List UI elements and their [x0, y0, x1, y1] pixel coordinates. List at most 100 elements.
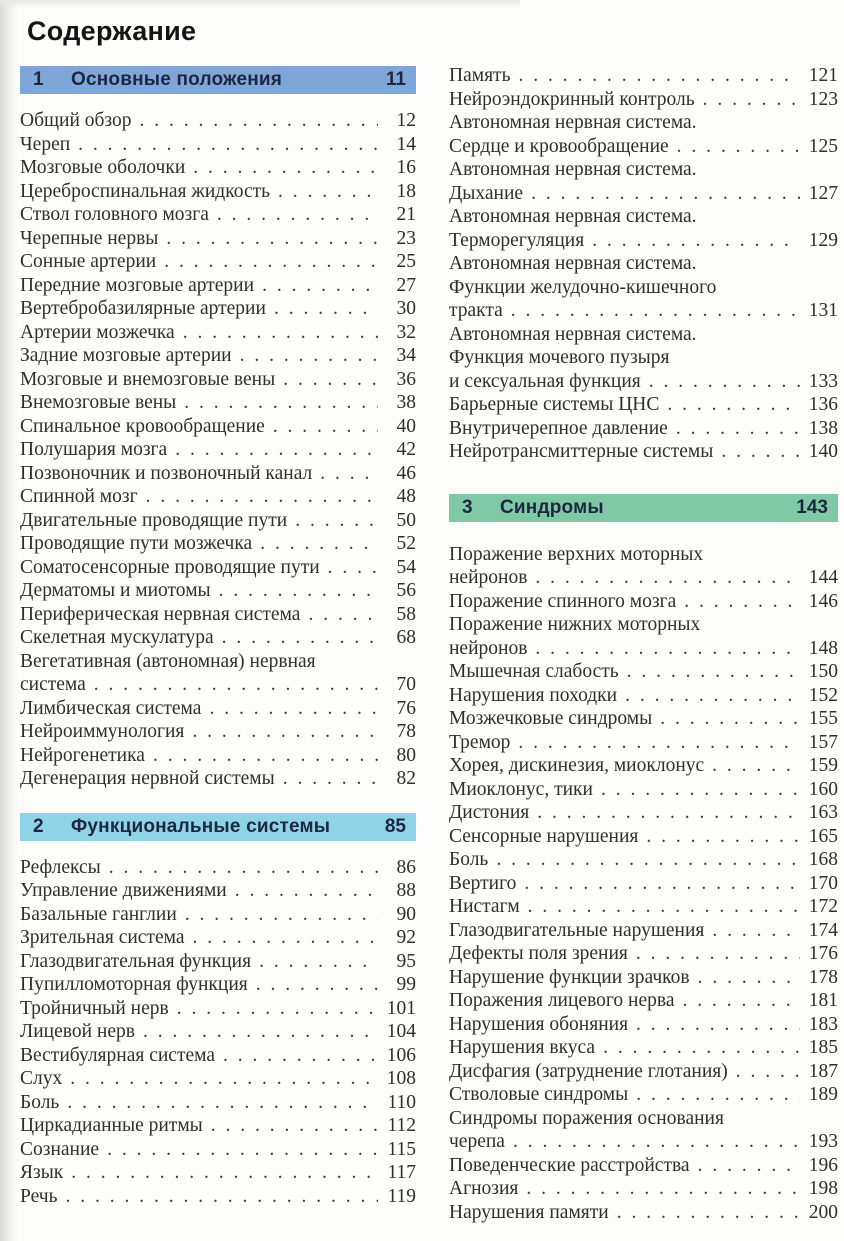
- entry-title: Дерматомы и миотомы: [20, 580, 211, 601]
- entry-last-line: Вертиго . . . . . . . . . . . . . . . . .…: [449, 872, 838, 896]
- toc-entry: Спинной мозг . . . . . . . . . . . . . . …: [20, 485, 416, 509]
- entry-title: Барьерные системы ЦНС: [449, 394, 660, 415]
- entry-title: Общий обзор: [20, 110, 132, 131]
- dot-leader: . . . . . . . . . . . . . . . . . . . . …: [93, 674, 378, 695]
- dot-leader: . . . . . . . . . . . . . . . . . . . . …: [616, 1201, 800, 1223]
- entry-title: Язык: [20, 1162, 64, 1183]
- entry-last-line: Спинной мозг . . . . . . . . . . . . . . …: [20, 485, 416, 509]
- toc-right-column: Память . . . . . . . . . . . . . . . . . …: [449, 64, 838, 1224]
- dot-leader: . . . . . . . . . . . . . . . . . . . . …: [518, 731, 800, 753]
- toc-entry: Тремор . . . . . . . . . . . . . . . . . …: [449, 731, 838, 755]
- dot-leader: . . . . . . . . . . . . . . . . . . . . …: [221, 627, 378, 648]
- entry-title: Нистагм: [449, 896, 520, 917]
- dot-leader: . . . . . . . . . . . . . . . . . . . . …: [320, 462, 378, 484]
- entry-title: Мышечная слабость: [449, 661, 619, 682]
- entry-last-line: Дерматомы и миотомы . . . . . . . . . . .…: [20, 579, 416, 603]
- toc-entry: Автономная нервная система. Сердце и кров…: [449, 111, 838, 158]
- entry-page-number: 189: [808, 1084, 838, 1105]
- section-header-3: 3 Синдромы 143: [449, 493, 838, 522]
- entry-last-line: Проводящие пути мозжечка . . . . . . . . …: [20, 532, 416, 556]
- toc-entry: Соматосенсорные проводящие пути . . . . .…: [20, 556, 416, 580]
- dot-leader: . . . . . . . . . . . . . . . . . . . . …: [107, 1138, 378, 1160]
- toc-entry: Мозговые оболочки . . . . . . . . . . . .…: [20, 156, 416, 180]
- toc-entry: Нарушения обоняния . . . . . . . . . . . …: [449, 1013, 838, 1037]
- entry-last-line: Соматосенсорные проводящие пути . . . . .…: [20, 556, 416, 580]
- entry-page-number: 36: [396, 368, 417, 390]
- toc-entry: Миоклонус, тики . . . . . . . . . . . . .…: [449, 778, 838, 802]
- entry-page-number: 185: [808, 1037, 838, 1058]
- entry-last-line: Боль . . . . . . . . . . . . . . . . . . …: [20, 1091, 416, 1115]
- entry-page-number: 21: [396, 204, 417, 225]
- entry-title: Артерии мозжечка: [20, 321, 175, 343]
- entry-page-number: 125: [808, 135, 838, 157]
- dot-leader: . . . . . . . . . . . . . . . . . . . . …: [735, 1060, 800, 1082]
- toc-entry: Поведенческие расстройства . . . . . . . …: [449, 1154, 838, 1178]
- entry-page-number: 172: [808, 896, 838, 917]
- dot-leader: . . . . . . . . . . . . . . . . . . . . …: [600, 778, 800, 800]
- entry-title: Поражение спинного мозга: [449, 590, 677, 612]
- entry-page-number: 101: [386, 997, 416, 1019]
- toc-entry: Ствол головного мозга . . . . . . . . . .…: [20, 203, 416, 227]
- dot-leader: . . . . . . . . . . . . . . . . . . . . …: [308, 603, 378, 625]
- dot-leader: . . . . . . . . . . . . . . . . . . . . …: [272, 415, 378, 437]
- dot-leader: . . . . . . . . . . . . . . . . . . . . …: [218, 580, 378, 601]
- entry-last-line: Дистония . . . . . . . . . . . . . . . . …: [449, 801, 838, 825]
- toc-entry: Автономная нервная система. Терморегуляци…: [449, 205, 838, 252]
- entry-last-line: Хорея, дискинезия, миоклонус . . . . . . …: [449, 754, 838, 778]
- entry-page-number: 121: [808, 65, 838, 86]
- entry-last-line: Мозговые и внемозговые вены . . . . . . .…: [20, 368, 416, 392]
- entry-title: Рефлексы: [20, 856, 101, 878]
- section-number: 1: [33, 69, 44, 90]
- entry-title: Стволовые синдромы: [449, 1084, 629, 1105]
- dot-leader: . . . . . . . . . . . . . . . . . . . . …: [259, 950, 378, 972]
- entry-title: Терморегуляция: [449, 229, 585, 251]
- entry-page-number: 196: [808, 1154, 838, 1176]
- toc-entry: Дефекты поля зрения . . . . . . . . . . .…: [449, 942, 838, 966]
- dot-leader: . . . . . . . . . . . . . . . . . . . . …: [255, 974, 378, 995]
- dot-leader: . . . . . . . . . . . . . . . . . . . . …: [216, 204, 378, 225]
- entry-last-line: Нейротрансмиттерные системы . . . . . . .…: [449, 440, 838, 464]
- toc-entry: Рефлексы . . . . . . . . . . . . . . . . …: [20, 856, 416, 880]
- entry-title: Управление движениями: [20, 880, 227, 901]
- entry-title: система: [20, 674, 86, 695]
- dot-leader: . . . . . . . . . . . . . . . . . . . . …: [262, 274, 378, 296]
- entry-page-number: 46: [396, 462, 417, 484]
- entry-page-number: 27: [396, 274, 417, 296]
- toc-entry: Спинальное кровообращение . . . . . . . .…: [20, 415, 416, 439]
- entry-text-line: Поражение нижних моторных: [449, 614, 701, 635]
- entry-last-line: Вертебробазилярные артерии . . . . . . . …: [20, 297, 416, 321]
- dot-leader: . . . . . . . . . . . . . . . . . . . . …: [531, 182, 800, 204]
- dot-leader: . . . . . . . . . . . . . . . . . . . . …: [67, 1091, 378, 1113]
- toc-entry: Мышечная слабость . . . . . . . . . . . .…: [449, 660, 838, 684]
- dot-leader: . . . . . . . . . . . . . . . . . . . . …: [282, 768, 378, 789]
- entry-title: Зрительная система: [20, 927, 185, 948]
- entry-title: Проводящие пути мозжечка: [20, 533, 253, 554]
- entry-page-number: 48: [396, 486, 417, 507]
- entry-page-number: 181: [808, 990, 838, 1011]
- entry-last-line: Стволовые синдромы . . . . . . . . . . . …: [449, 1083, 838, 1107]
- entry-last-line: Управление движениями . . . . . . . . . .…: [20, 879, 416, 903]
- entry-last-line: Зрительная система . . . . . . . . . . . …: [20, 926, 416, 950]
- section-header-1: 1 Основные положения 11: [20, 66, 416, 94]
- entry-title: Сенсорные нарушения: [449, 825, 639, 847]
- toc-entry: Скелетная мускулатура . . . . . . . . . .…: [20, 626, 416, 650]
- dot-leader: . . . . . . . . . . . . . . . . . . . . …: [702, 88, 800, 110]
- dot-leader: . . . . . . . . . . . . . . . . . . . . …: [239, 345, 378, 366]
- entry-title: Дегенерация нервной системы: [20, 768, 275, 789]
- page-title: Содержание: [27, 16, 197, 46]
- dot-leader: . . . . . . . . . . . . . . . . . . . . …: [283, 368, 378, 390]
- entry-title: Нейротрансмиттерные системы: [449, 441, 714, 462]
- toc-entry: Внутричерепное давление . . . . . . . . .…: [449, 417, 838, 441]
- entry-title: Пупилломоторная функция: [20, 974, 248, 995]
- entry-page-number: 144: [808, 567, 838, 588]
- entry-last-line: Поражения лицевого нерва . . . . . . . . …: [449, 989, 838, 1013]
- entry-title: Вертиго: [449, 872, 517, 894]
- entry-last-line: Барьерные системы ЦНС . . . . . . . . . .…: [449, 393, 838, 417]
- entry-page-number: 58: [396, 603, 417, 625]
- dot-leader: . . . . . . . . . . . . . . . . . . . . …: [524, 872, 800, 894]
- dot-leader: . . . . . . . . . . . . . . . . . . . . …: [139, 110, 378, 131]
- entry-page-number: 14: [396, 133, 417, 155]
- dot-leader: . . . . . . . . . . . . . . . . . . . . …: [193, 157, 378, 178]
- entry-text-line: Автономная нервная система.: [449, 253, 697, 274]
- dot-leader: . . . . . . . . . . . . . . . . . . . . …: [667, 394, 800, 415]
